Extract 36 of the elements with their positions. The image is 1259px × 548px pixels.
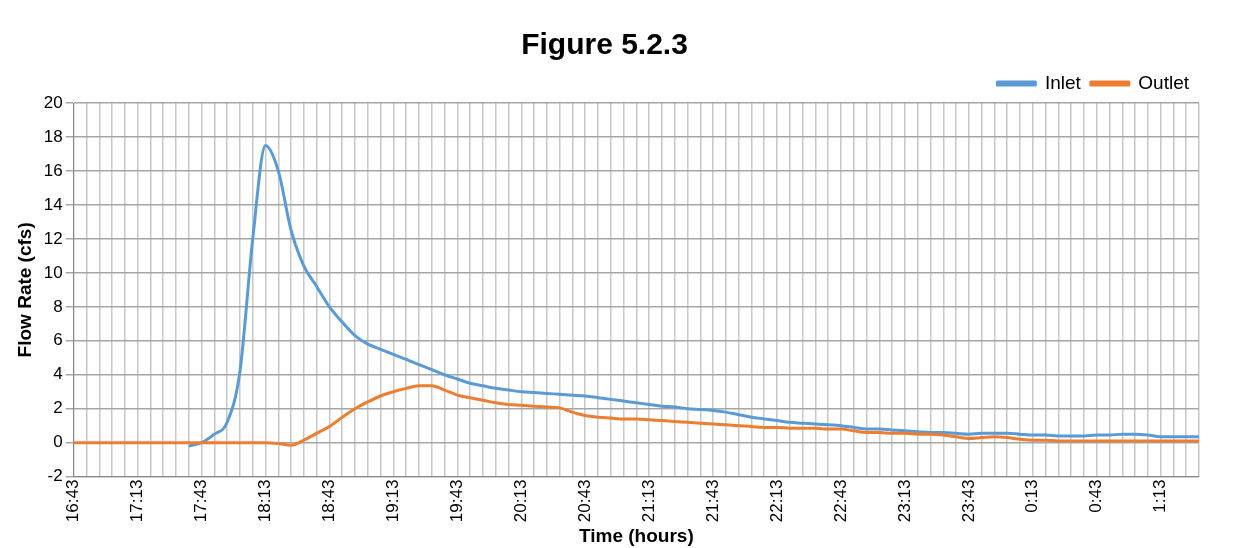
y-tick-label: 18 [43,126,63,146]
x-tick-label: 23:43 [958,479,978,523]
x-axis-title: Time (hours) [579,524,694,546]
x-tick-label: 17:13 [127,479,147,523]
y-tick-label: 6 [53,330,63,350]
x-tick-label: 18:13 [255,479,275,523]
y-tick-label: 4 [53,364,63,384]
x-tick-label: 0:43 [1086,479,1106,513]
x-tick-label: 19:13 [383,479,403,523]
x-tick-label: 17:43 [191,479,211,523]
y-tick-label: -2 [47,466,63,486]
y-tick-label: 20 [43,92,63,112]
y-tick-label: 10 [43,262,63,282]
chart-title: Figure 5.2.3 [521,27,688,61]
legend-label: Outlet [1138,71,1190,93]
x-tick-label: 21:13 [638,479,658,523]
x-tick-label: 21:43 [702,479,722,523]
x-tick-label: 22:43 [830,479,850,523]
x-tick-label: 20:13 [510,479,530,523]
x-tick-label: 20:43 [574,479,594,523]
line-series [187,143,1201,448]
y-axis-title: Flow Rate (cfs) [13,222,35,358]
y-tick-label: 14 [43,194,63,214]
x-tick-label: 1:13 [1150,479,1170,513]
x-tick-label: 22:13 [766,479,786,523]
y-tick-label: 2 [53,398,63,418]
x-tick-label: 0:13 [1022,479,1042,513]
legend-label: Inlet [1044,71,1082,93]
y-tick-label: 8 [53,296,63,316]
x-tick-label: 19:43 [447,479,467,523]
y-tick-label: 12 [43,228,63,248]
y-tick-label: 16 [43,160,63,180]
x-tick-label: 23:13 [894,479,914,523]
x-tick-label: 16:43 [63,479,83,523]
x-tick-label: 18:43 [319,479,339,523]
y-tick-label: 0 [53,432,63,452]
